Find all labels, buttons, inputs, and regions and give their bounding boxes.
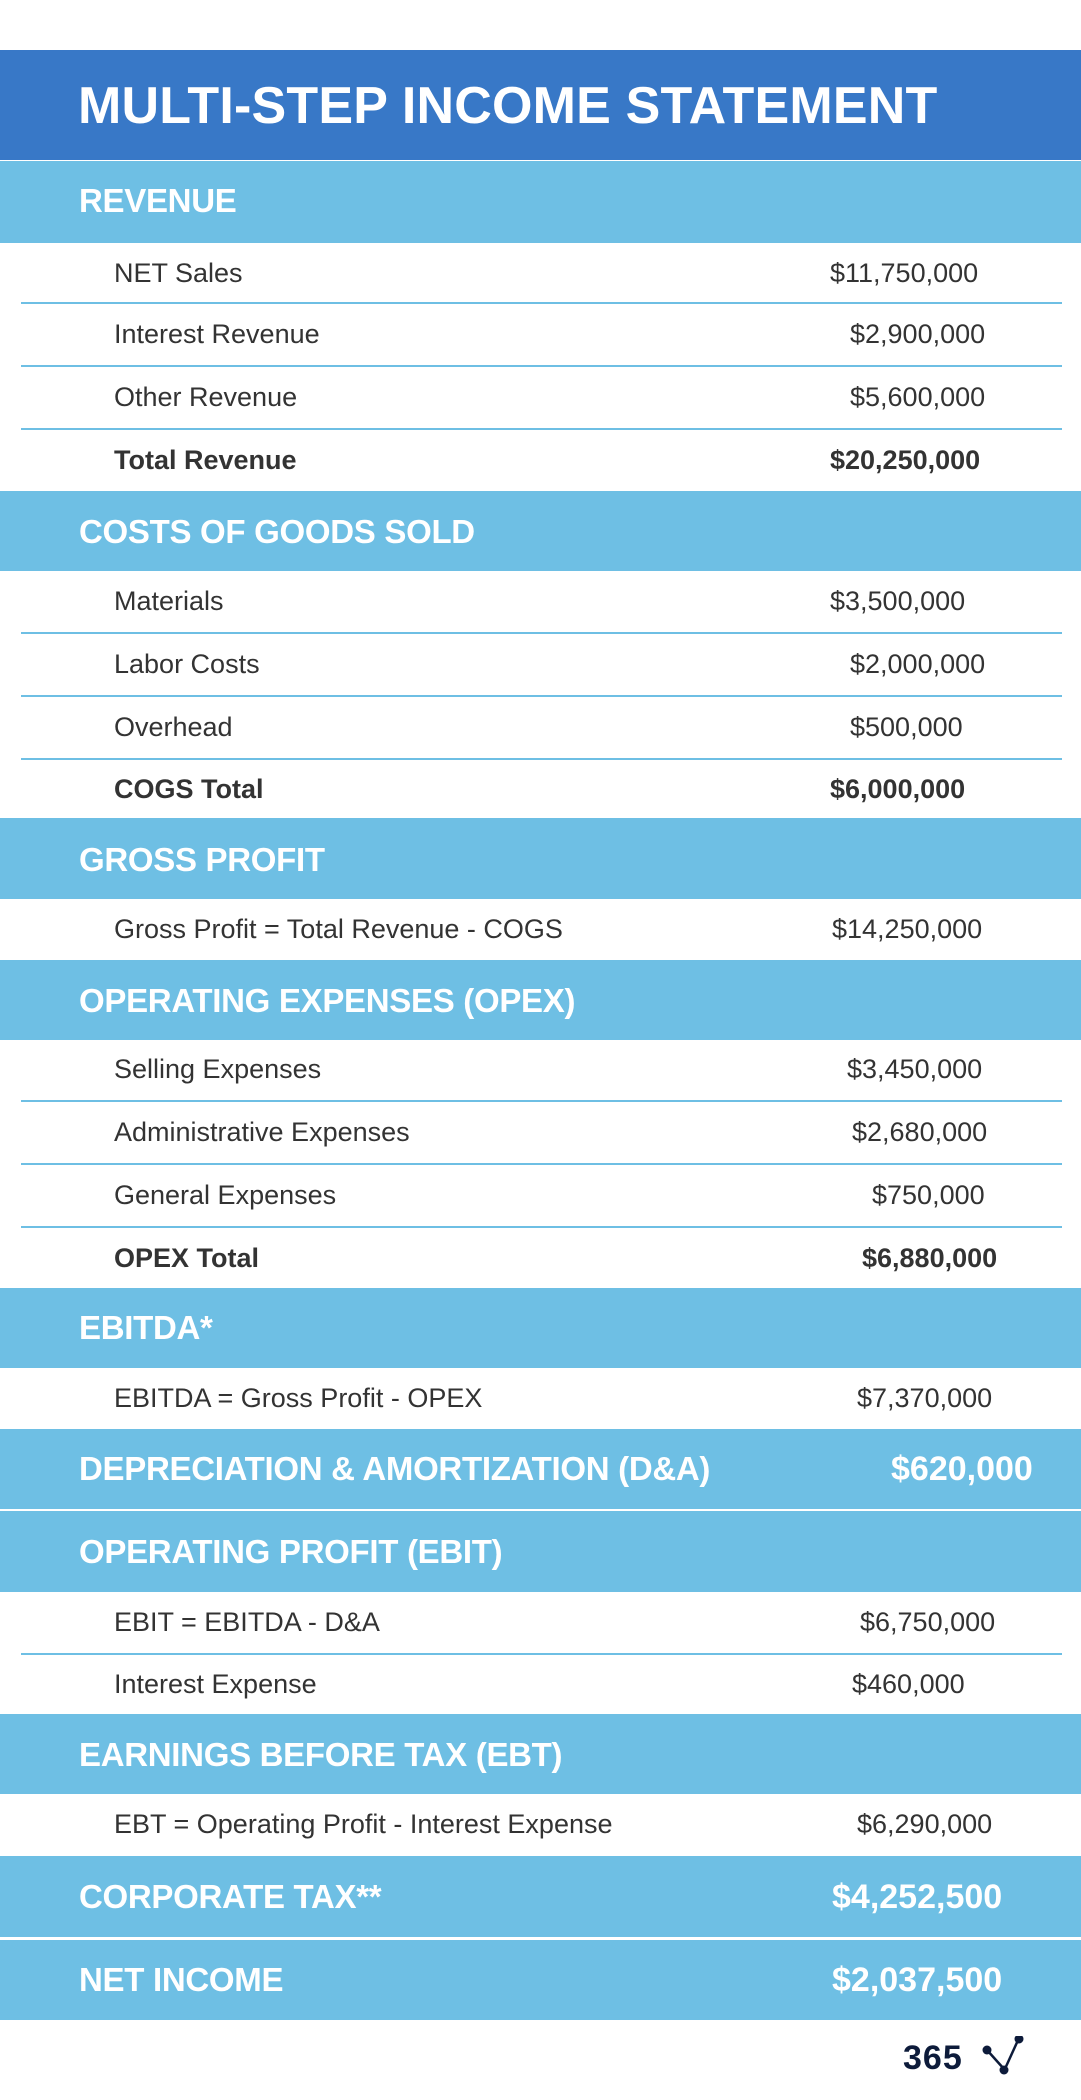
table-row: Gross Profit = Total Revenue - COGS $14,… bbox=[0, 899, 1081, 960]
section-heading: CORPORATE TAX** bbox=[79, 1878, 382, 1915]
row-value: $7,370,000 bbox=[857, 1383, 993, 1413]
table-row: EBIT = EBITDA - D&A $6,750,000 bbox=[0, 1592, 1081, 1653]
section-header-cogs: COSTS OF GOODS SOLD bbox=[0, 491, 1081, 571]
section-header-ebt: EARNINGS BEFORE TAX (EBT) bbox=[0, 1714, 1081, 1794]
row-value: $2,900,000 bbox=[850, 319, 986, 349]
row-label: EBT = Operating Profit - Interest Expens… bbox=[114, 1809, 613, 1839]
row-value: $750,000 bbox=[872, 1180, 985, 1210]
section-heading: GROSS PROFIT bbox=[79, 841, 325, 878]
row-divider bbox=[21, 302, 1062, 304]
section-value: $2,037,500 bbox=[832, 1961, 1003, 1999]
section-header-gross-profit: GROSS PROFIT bbox=[0, 818, 1081, 899]
row-divider bbox=[21, 428, 1062, 430]
table-row: Interest Expense $460,000 bbox=[0, 1655, 1081, 1714]
table-row: Interest Revenue $2,900,000 bbox=[0, 304, 1081, 365]
row-label: EBITDA = Gross Profit - OPEX bbox=[114, 1383, 483, 1413]
section-heading: COSTS OF GOODS SOLD bbox=[79, 513, 475, 550]
row-label: EBIT = EBITDA - D&A bbox=[114, 1607, 380, 1637]
row-value: $5,600,000 bbox=[850, 382, 986, 412]
row-label: Total Revenue bbox=[114, 445, 297, 475]
row-label: Gross Profit = Total Revenue - COGS bbox=[114, 914, 563, 944]
section-heading: DEPRECIATION & AMORTIZATION (D&A) bbox=[79, 1450, 711, 1487]
row-divider bbox=[21, 1653, 1062, 1655]
row-label: Administrative Expenses bbox=[114, 1117, 410, 1147]
row-divider bbox=[21, 758, 1062, 760]
row-label: Other Revenue bbox=[114, 382, 298, 412]
row-divider bbox=[21, 1163, 1062, 1165]
row-value: $3,450,000 bbox=[847, 1054, 983, 1084]
row-label: Selling Expenses bbox=[114, 1054, 322, 1084]
section-header-opex: OPERATING EXPENSES (OPEX) bbox=[0, 960, 1081, 1040]
table-row: EBITDA = Gross Profit - OPEX $7,370,000 bbox=[0, 1368, 1081, 1429]
row-divider bbox=[21, 695, 1062, 697]
row-value: $3,500,000 bbox=[830, 586, 966, 616]
row-value: $500,000 bbox=[850, 712, 963, 742]
row-label: Materials bbox=[114, 586, 224, 616]
section-heading: OPERATING EXPENSES (OPEX) bbox=[79, 982, 576, 1019]
row-value: $11,750,000 bbox=[830, 258, 979, 288]
section-header-ebitda: EBITDA* bbox=[0, 1288, 1081, 1368]
table-row: Administrative Expenses $2,680,000 bbox=[0, 1102, 1081, 1163]
checkmark-nodes-icon bbox=[982, 2036, 1024, 2075]
row-value: $2,680,000 bbox=[852, 1117, 988, 1147]
table-row-total: Total Revenue $20,250,000 bbox=[0, 430, 1081, 491]
section-heading: OPERATING PROFIT (EBIT) bbox=[79, 1533, 503, 1570]
section-header-ebit: OPERATING PROFIT (EBIT) bbox=[0, 1511, 1081, 1592]
logo-text: 365 bbox=[903, 2039, 963, 2077]
row-value: $460,000 bbox=[852, 1669, 965, 1699]
section-heading: REVENUE bbox=[79, 182, 237, 219]
section-header-net-income: NET INCOME $2,037,500 bbox=[0, 1940, 1081, 2020]
table-row-total: OPEX Total $6,880,000 bbox=[0, 1228, 1081, 1288]
row-divider bbox=[21, 365, 1062, 367]
row-label: Labor Costs bbox=[114, 649, 260, 679]
page-title: MULTI-STEP INCOME STATEMENT bbox=[78, 77, 938, 135]
table-row: NET Sales $11,750,000 bbox=[0, 243, 1081, 303]
row-label: Overhead bbox=[114, 712, 233, 742]
row-value: $6,880,000 bbox=[862, 1243, 998, 1273]
row-divider bbox=[21, 1226, 1062, 1228]
section-value: $4,252,500 bbox=[832, 1878, 1003, 1916]
row-value: $20,250,000 bbox=[830, 445, 981, 475]
row-divider bbox=[21, 1100, 1062, 1102]
row-divider bbox=[21, 632, 1062, 634]
brand-logo: 365 bbox=[900, 2036, 1030, 2080]
row-value: $2,000,000 bbox=[850, 649, 986, 679]
row-label: Interest Revenue bbox=[114, 319, 320, 349]
section-header-revenue: REVENUE bbox=[0, 161, 1081, 243]
row-value: $6,750,000 bbox=[860, 1607, 996, 1637]
section-heading: NET INCOME bbox=[79, 1961, 284, 1998]
section-header-da: DEPRECIATION & AMORTIZATION (D&A) $620,0… bbox=[0, 1429, 1081, 1509]
table-row: EBT = Operating Profit - Interest Expens… bbox=[0, 1794, 1081, 1856]
row-value: $6,290,000 bbox=[857, 1809, 993, 1839]
row-value: $14,250,000 bbox=[832, 914, 983, 944]
row-label: OPEX Total bbox=[114, 1243, 260, 1273]
row-value: $6,000,000 bbox=[830, 774, 966, 804]
row-label: NET Sales bbox=[114, 258, 243, 288]
section-value: $620,000 bbox=[891, 1450, 1033, 1488]
table-row: Other Revenue $5,600,000 bbox=[0, 367, 1081, 428]
table-row-total: COGS Total $6,000,000 bbox=[0, 760, 1081, 818]
table-row: Overhead $500,000 bbox=[0, 697, 1081, 758]
section-heading: EARNINGS BEFORE TAX (EBT) bbox=[79, 1736, 563, 1773]
section-heading: EBITDA* bbox=[79, 1309, 213, 1346]
row-label: COGS Total bbox=[114, 774, 264, 804]
table-row: Selling Expenses $3,450,000 bbox=[0, 1040, 1081, 1100]
table-row: General Expenses $750,000 bbox=[0, 1165, 1081, 1226]
table-row: Labor Costs $2,000,000 bbox=[0, 634, 1081, 695]
section-header-corporate-tax: CORPORATE TAX** $4,252,500 bbox=[0, 1856, 1081, 1937]
row-label: Interest Expense bbox=[114, 1669, 317, 1699]
table-row: Materials $3,500,000 bbox=[0, 571, 1081, 632]
title-band: MULTI-STEP INCOME STATEMENT bbox=[0, 50, 1081, 160]
row-label: General Expenses bbox=[114, 1180, 337, 1210]
